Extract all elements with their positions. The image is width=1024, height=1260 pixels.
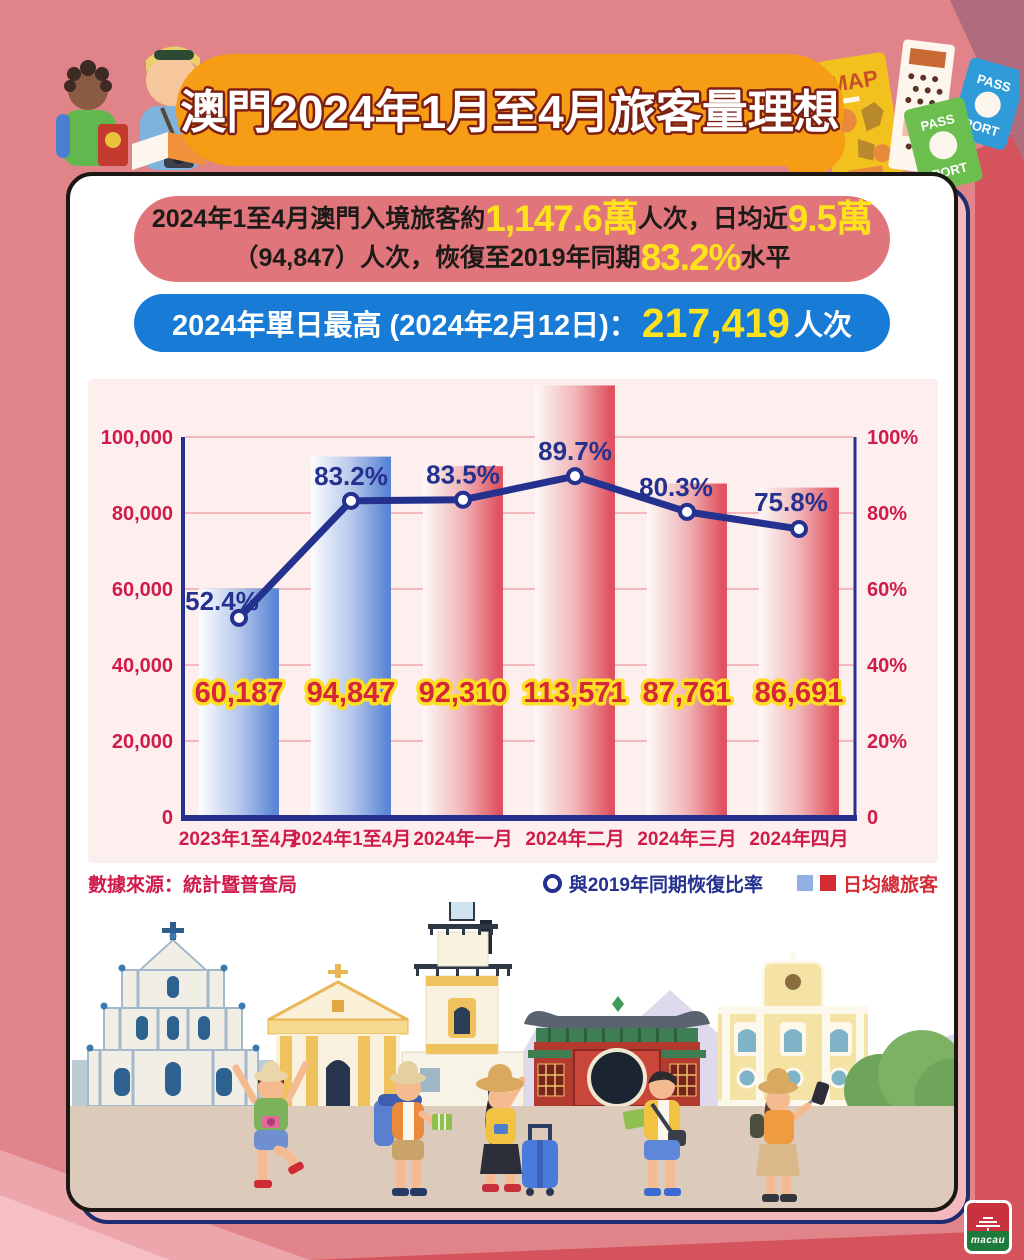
left-axis-tick: 60,000 — [112, 579, 173, 601]
data-source: 數據來源：統計暨普查局 — [88, 874, 298, 896]
right-axis-tick: 0 — [867, 807, 878, 829]
bar-2024年四月 — [759, 487, 839, 817]
tourist-left — [56, 60, 128, 166]
daily-peak-box: 2024年單日最高 (2024年2月12日)： 217,419 人次 — [134, 294, 890, 352]
blue-suitcase — [522, 1124, 558, 1196]
legend-daily-visitors: 日均總旅客 — [796, 870, 938, 897]
recovery-rate-line — [235, 472, 803, 622]
tourist-waving-woman — [476, 1064, 526, 1192]
bar-value-label: 94,847 — [307, 677, 396, 709]
red-bar-swatch-icon — [819, 875, 836, 891]
title-banner-text: 澳門2024年1月至4月旅客量理想 — [180, 84, 840, 141]
recovery-rate-point — [566, 467, 584, 486]
passport-green: PASS PORT — [904, 97, 983, 189]
legend-bar-label: 日均總旅客 — [842, 874, 938, 896]
right-axis-tick: 80% — [867, 503, 907, 525]
bushes — [844, 1030, 954, 1138]
tourist-selfie-woman — [750, 1068, 830, 1202]
title-banner: 澳門2024年1月至4月旅客量理想 — [176, 54, 844, 166]
bar-value-label: 92,310 — [419, 677, 508, 709]
summary-highlight-total: 1,147.6萬 — [485, 198, 638, 240]
logo-wordmark: macau — [967, 1231, 1009, 1251]
macau-tourism-logo: macau — [964, 1200, 1012, 1254]
legend-line-label: 與2019年同期恢復比率 — [568, 874, 763, 896]
chapel — [267, 964, 409, 1106]
right-axis-tick: 100% — [867, 427, 918, 449]
recovery-rate-label: 75.8% — [754, 487, 828, 517]
tourists-illustration — [56, 46, 206, 170]
peak-suffix: 人次 — [794, 310, 853, 342]
summary-highlight-recovery: 83.2% — [640, 237, 742, 278]
left-axis-tick: 20,000 — [112, 731, 173, 753]
x-label: 2024年1至4月 — [291, 827, 411, 850]
content-card: 2024年1至4月澳門入境旅客約 1,147.6萬 人次，日均近 9.5萬 （94,8… — [66, 172, 958, 1212]
x-label: 2024年三月 — [637, 827, 736, 850]
left-axis-tick: 100,000 — [101, 427, 173, 449]
bar-value-label: 87,761 — [643, 677, 732, 709]
peak-value: 217,419 — [641, 299, 790, 346]
left-axis-tick: 40,000 — [112, 655, 173, 677]
bar-value-label: 60,187 — [195, 677, 284, 709]
blue-bar-swatch-icon — [796, 875, 813, 891]
recovery-rate-point — [454, 490, 472, 509]
x-label: 2024年二月 — [525, 827, 624, 850]
page-title: 澳門2024年1月至4月旅客量理想 — [180, 86, 840, 138]
recovery-rate-label: 83.2% — [314, 461, 388, 491]
x-label: 2024年四月 — [749, 827, 848, 850]
summary-text: （94,847）人次，恢復至2019年同期 — [233, 244, 641, 273]
peak-label: 2024年單日最高 (2024年2月12日)： — [171, 310, 638, 342]
macau-cityscape-illustration — [70, 902, 954, 1208]
summary-box: 2024年1至4月澳門入境旅客約 1,147.6萬 人次，日均近 9.5萬 （94,8… — [134, 196, 890, 282]
summary-text: 人次，日均近 — [637, 205, 788, 234]
summary-text: 2024年1至4月澳門入境旅客約 — [151, 205, 486, 234]
tourist-map-guy — [622, 1071, 686, 1196]
right-axis-tick: 20% — [867, 731, 907, 753]
recovery-rate-point — [230, 608, 248, 627]
summary-highlight-daily: 9.5萬 — [787, 198, 873, 240]
x-label: 2023年1至4月 — [179, 827, 299, 850]
chart-panel: 100,000 80,000 60,000 40,000 20,000 0 100% 80% 6… — [88, 379, 938, 863]
tourism-chart: 100,000 80,000 60,000 40,000 20,000 0 100% 80% 6… — [101, 385, 918, 850]
bar-value-label: 86,691 — [755, 677, 844, 709]
line-marker-icon — [542, 873, 562, 893]
bar-2024年二月 — [535, 385, 615, 817]
recovery-rate-label: 89.7% — [538, 436, 612, 466]
bg-light-band — [0, 1195, 170, 1260]
right-axis-tick: 60% — [867, 579, 907, 601]
recovery-rate-point — [790, 519, 808, 538]
tourist-backpacker — [374, 1061, 452, 1196]
summary-line-2: （94,847）人次，恢復至2019年同期 83.2% 水平 — [233, 237, 791, 278]
recovery-rate-label: 80.3% — [639, 472, 713, 502]
left-axis-tick: 80,000 — [112, 503, 173, 525]
left-axis-tick: 0 — [162, 807, 173, 829]
logo-emblem — [967, 1203, 1009, 1231]
bar-value-label: 113,571 — [523, 677, 626, 709]
right-axis-tick: 40% — [867, 655, 907, 677]
travel-items-illustration: MAP PASS PORT PASS PORT — [816, 39, 1019, 189]
recovery-rate-point — [678, 502, 696, 521]
legend-recovery-rate: 與2019年同期恢復比率 — [542, 870, 763, 897]
bar-2024年三月 — [647, 483, 727, 817]
chart-legend: 與2019年同期恢復比率 日均總旅客 — [542, 870, 938, 897]
summary-line-1: 2024年1至4月澳門入境旅客約 1,147.6萬 人次，日均近 9.5萬 — [151, 198, 873, 240]
summary-text: 水平 — [740, 244, 791, 273]
bar-2024年一月 — [423, 466, 503, 817]
recovery-rate-point — [342, 491, 360, 510]
tourist-jumping-girl — [232, 1060, 310, 1188]
recovery-rate-label: 83.5% — [426, 460, 500, 490]
x-label: 2024年一月 — [413, 827, 512, 850]
bar-2024年1至4月 — [311, 456, 391, 817]
recovery-rate-label: 52.4% — [185, 586, 259, 616]
chart-footer: 數據來源：統計暨普查局 與2019年同期恢復比率 日均總旅客 — [88, 870, 938, 896]
